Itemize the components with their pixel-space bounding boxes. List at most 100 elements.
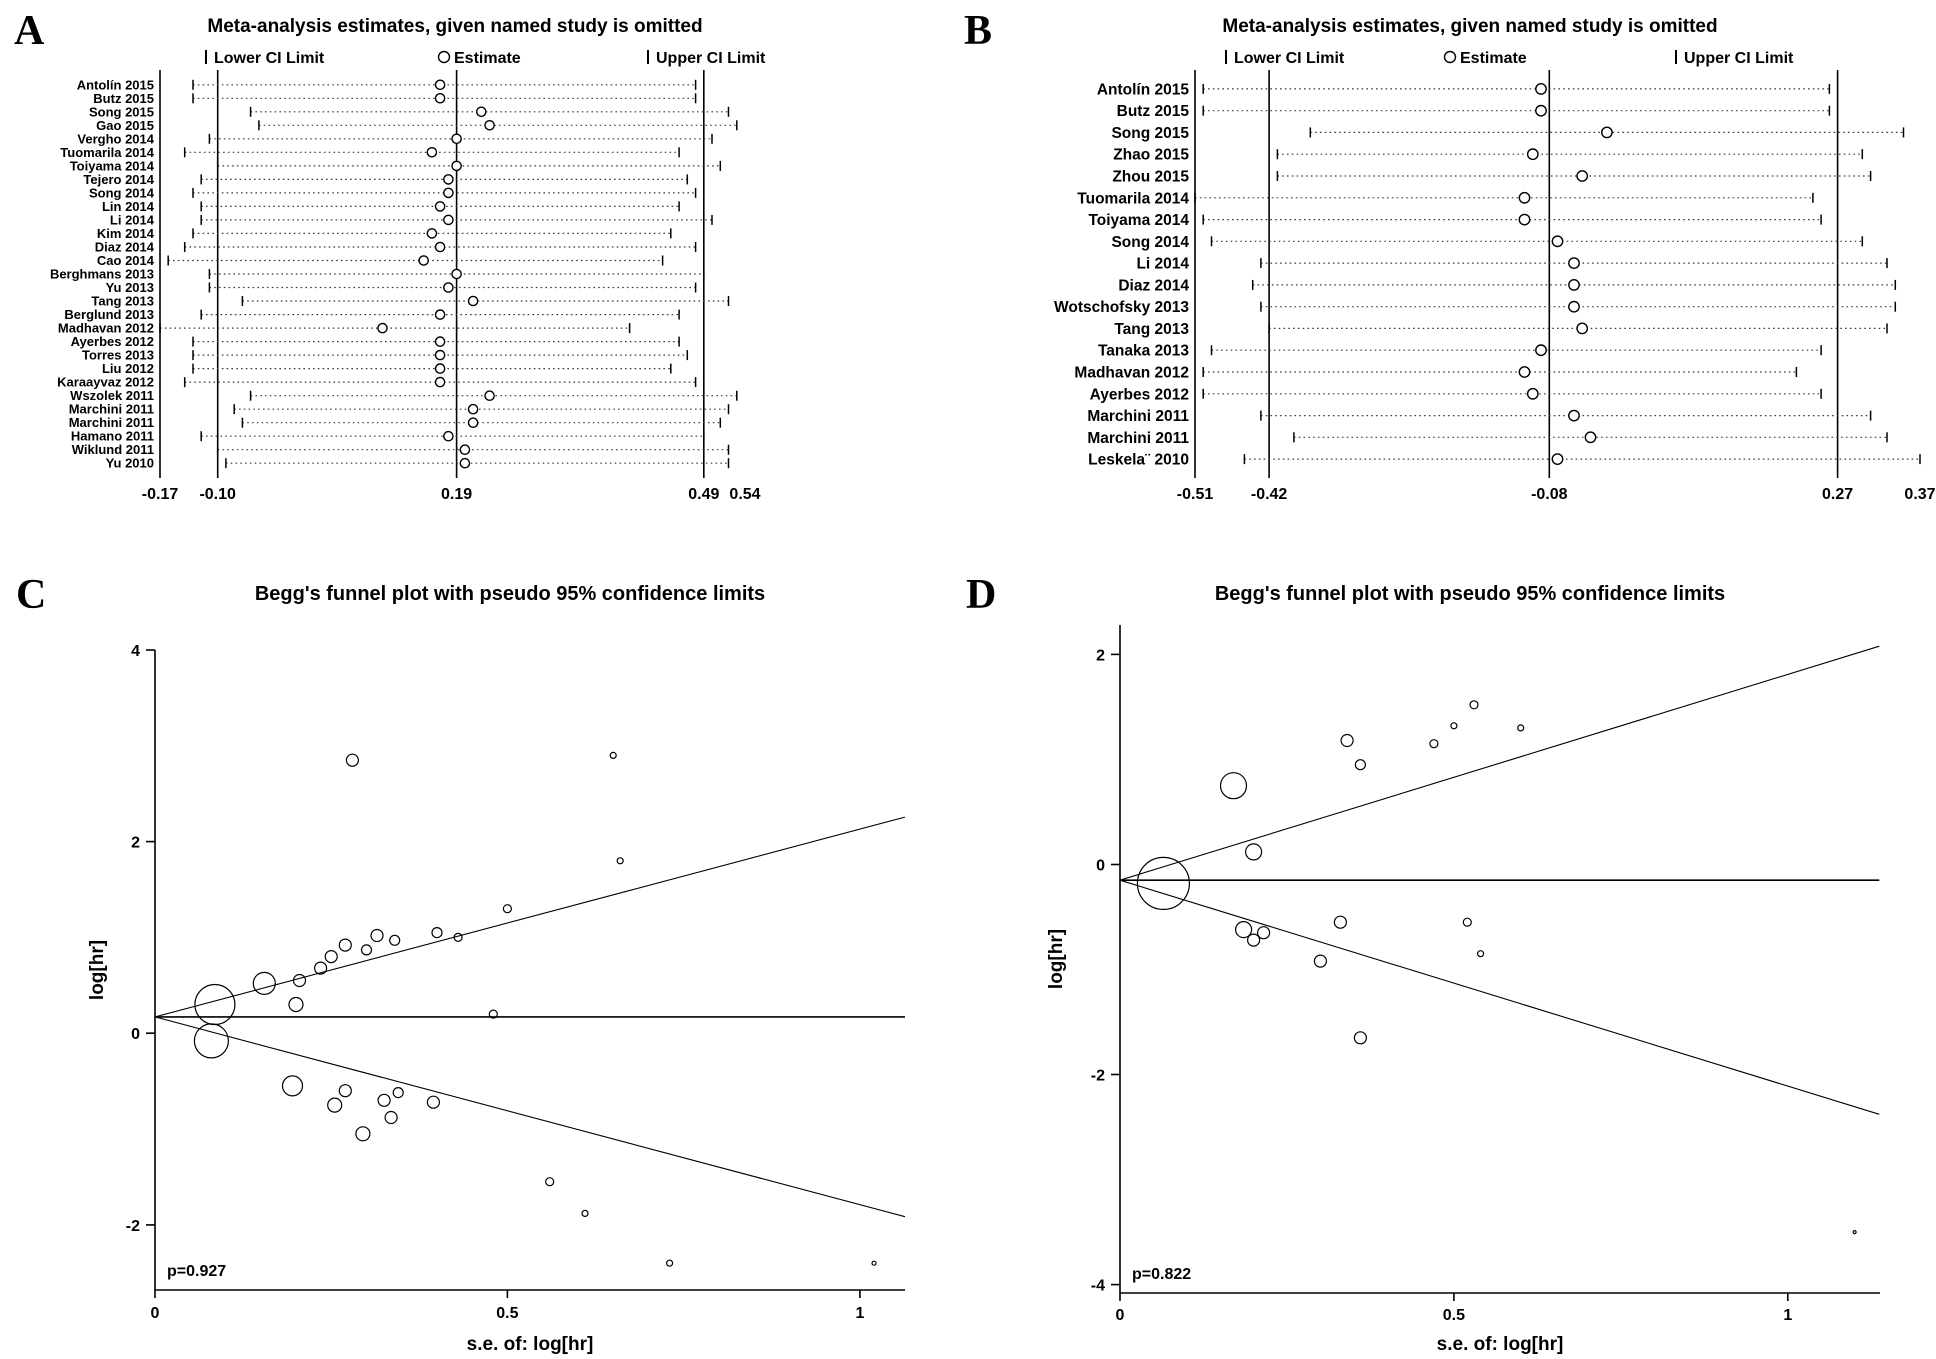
study-row: Madhavan 2012: [1074, 365, 1798, 382]
panel-c-label: C: [16, 572, 46, 618]
svg-text:-0.42: -0.42: [1251, 486, 1288, 503]
panel-b-label: B: [964, 8, 992, 54]
svg-text:Berghmans 2013: Berghmans 2013: [50, 267, 154, 282]
svg-text:1: 1: [855, 1305, 864, 1322]
svg-text:0: 0: [151, 1305, 160, 1322]
study-row: Tanaka 2013: [1098, 343, 1822, 360]
svg-text:Li 2014: Li 2014: [110, 212, 155, 227]
study-row: Toiyama 2014: [1088, 212, 1822, 229]
study-row: Yu 2013: [106, 280, 697, 295]
study-row: Marchini 2011: [69, 402, 730, 417]
panel-d-ylabel: log[hr]: [1046, 929, 1067, 989]
study-row: Cao 2014: [97, 253, 664, 268]
panel-d-pvalue: p=0.822: [1132, 1266, 1191, 1283]
study-row: Zhou 2015: [1112, 169, 1872, 186]
svg-text:Antolín 2015: Antolín 2015: [1097, 81, 1190, 98]
study-row: Diaz 2014: [1118, 277, 1897, 294]
study-row: Wiklund 2011: [72, 442, 730, 457]
panel-b-title: Meta-analysis estimates, given named stu…: [1222, 16, 1717, 37]
svg-text:Karaayvaz 2012: Karaayvaz 2012: [57, 375, 154, 390]
study-row: Song 2015: [89, 104, 730, 119]
svg-text:-0.51: -0.51: [1177, 486, 1214, 503]
svg-text:-2: -2: [1091, 1068, 1105, 1085]
study-row: Song 2014: [1111, 234, 1864, 251]
study-row: Yu 2010: [106, 456, 730, 471]
study-row: Tang 2013: [1114, 321, 1888, 338]
svg-text:Tejero 2014: Tejero 2014: [83, 172, 154, 187]
study-row: Marchini 2011: [1087, 430, 1888, 447]
study-row: Wotschofsky 2013: [1054, 299, 1897, 316]
svg-text:Toiyama 2014: Toiyama 2014: [1088, 212, 1189, 229]
svg-text:Diaz 2014: Diaz 2014: [95, 240, 155, 255]
panel-d-title: Begg's funnel plot with pseudo 95% confi…: [1215, 583, 1725, 605]
panel-a-svg: A Meta-analysis estimates, given named s…: [14, 8, 766, 503]
study-row: Tuomarila 2014: [60, 145, 680, 160]
svg-text:Song 2015: Song 2015: [89, 104, 154, 119]
study-row: Tuomarila 2014: [1077, 190, 1814, 207]
panel-a-title: Meta-analysis estimates, given named stu…: [207, 16, 702, 37]
svg-text:0.5: 0.5: [1443, 1307, 1465, 1324]
svg-text:-2: -2: [126, 1218, 140, 1235]
svg-text:-0.08: -0.08: [1531, 486, 1568, 503]
study-row: Antolín 2015: [1097, 81, 1831, 98]
study-row: Karaayvaz 2012: [57, 375, 697, 390]
svg-text:Tanaka 2013: Tanaka 2013: [1098, 343, 1189, 360]
study-row: Madhavan 2012: [58, 321, 631, 336]
study-row: Tang 2013: [91, 294, 730, 309]
svg-text:0: 0: [1096, 858, 1105, 875]
svg-text:Butz 2015: Butz 2015: [1117, 103, 1190, 120]
svg-text:Marchini 2011: Marchini 2011: [1087, 430, 1189, 447]
funnel-points: [193, 751, 877, 1267]
svg-text:0: 0: [131, 1026, 140, 1043]
svg-text:Ayerbes 2012: Ayerbes 2012: [71, 334, 154, 349]
svg-text:Cao 2014: Cao 2014: [97, 253, 155, 268]
study-row: Li 2014: [110, 212, 713, 227]
panel-c-xlabel: s.e. of: log[hr]: [467, 1334, 594, 1355]
svg-text:Butz 2015: Butz 2015: [93, 91, 154, 106]
panel-a-label: A: [14, 8, 45, 54]
funnel-points: [1136, 700, 1857, 1235]
svg-text:Zhao 2015: Zhao 2015: [1113, 147, 1189, 164]
svg-text:Song 2014: Song 2014: [89, 185, 155, 200]
svg-text:Yu 2010: Yu 2010: [106, 456, 154, 471]
svg-text:Zhou 2015: Zhou 2015: [1112, 169, 1189, 186]
panel-b-svg: B Meta-analysis estimates, given named s…: [964, 8, 1936, 503]
svg-text:Song 2015: Song 2015: [1111, 125, 1189, 142]
svg-text:Liu 2012: Liu 2012: [102, 361, 154, 376]
svg-text:Marchini 2011: Marchini 2011: [69, 415, 154, 430]
svg-text:Wotschofsky 2013: Wotschofsky 2013: [1054, 299, 1189, 316]
panel-a-legend: Lower CI Limit Estimate Upper CI Limit: [205, 50, 766, 67]
study-row: Ayerbes 2012: [1090, 386, 1822, 403]
study-row: Butz 2015: [93, 91, 697, 106]
panel-c-plot: -2 0 2 4 0 0.5 1: [126, 643, 906, 1322]
study-row: Wszolek 2011: [70, 388, 738, 403]
svg-text:Madhavan 2012: Madhavan 2012: [1074, 365, 1189, 382]
study-row: Ayerbes 2012: [71, 334, 680, 349]
svg-text:Tuomarila 2014: Tuomarila 2014: [1077, 190, 1189, 207]
svg-text:Yu 2013: Yu 2013: [106, 280, 154, 295]
svg-text:0.54: 0.54: [729, 486, 760, 503]
estimate-marker-icon: [437, 50, 451, 64]
svg-text:0.5: 0.5: [496, 1305, 518, 1322]
svg-text:Berglund 2013: Berglund 2013: [64, 307, 154, 322]
svg-text:-4: -4: [1091, 1278, 1105, 1295]
study-row: Antolín 2015: [77, 77, 697, 92]
svg-text:2: 2: [1096, 647, 1105, 664]
svg-text:Song 2014: Song 2014: [1111, 234, 1189, 251]
svg-text:0: 0: [1116, 1307, 1125, 1324]
study-row: Marchini 2011: [1087, 408, 1872, 425]
svg-text:Kim 2014: Kim 2014: [97, 226, 155, 241]
svg-text:4: 4: [131, 643, 140, 660]
svg-text:Gao 2015: Gao 2015: [96, 118, 154, 133]
panel-d-plot: -4 -2 0 2 0 0.5 1: [1091, 625, 1880, 1324]
study-row: Liu 2012: [102, 361, 672, 376]
study-row: Hamano 2011: [71, 429, 705, 444]
svg-text:Tang 2013: Tang 2013: [91, 294, 154, 309]
legend-lower-ci-label: Lower CI Limit: [1234, 50, 1345, 67]
svg-text:Marchini 2011: Marchini 2011: [1087, 408, 1189, 425]
svg-text:Madhavan 2012: Madhavan 2012: [58, 321, 154, 336]
study-row: Berghmans 2013: [50, 267, 705, 282]
study-row: Vergho 2014: [77, 131, 713, 146]
svg-text:Leskela¨ 2010: Leskela¨ 2010: [1088, 452, 1189, 469]
